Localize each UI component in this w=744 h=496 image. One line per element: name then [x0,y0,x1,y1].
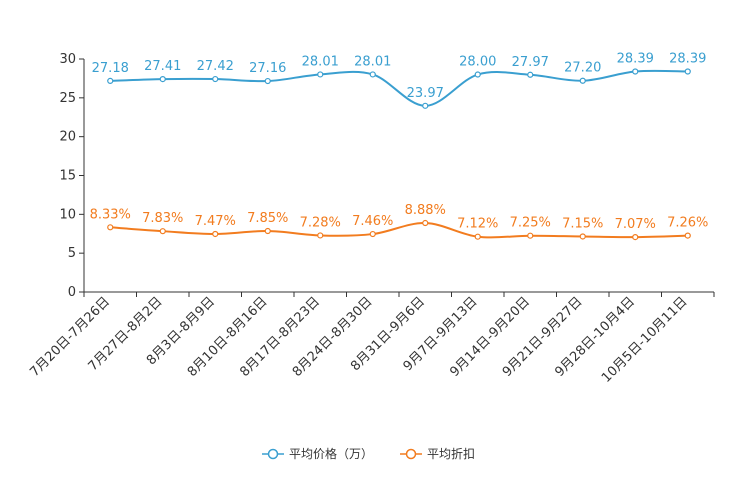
data-label: 7.47% [195,214,236,229]
data-point [159,228,166,235]
data-label: 7.07% [615,217,656,232]
data-point [317,71,324,78]
data-point [369,71,376,78]
data-point [369,230,376,238]
data-point [632,68,639,75]
data-point [474,71,481,78]
data-point [107,77,114,85]
series-line [110,222,688,239]
data-point [579,77,586,84]
y-tick-label: 20 [59,130,76,145]
y-tick-label: 25 [59,91,76,106]
data-point [107,224,114,231]
data-label: 7.26% [667,216,708,231]
legend-label: 平均折扣 [427,446,475,461]
data-label: 7.83% [142,211,183,226]
data-label: 27.16 [249,61,286,76]
data-label: 27.42 [197,59,234,74]
data-label: 7.85% [247,211,288,226]
data-point [527,71,534,78]
legend-item-2[interactable]: 平均折扣 [400,446,475,461]
data-label: 27.20 [564,61,601,76]
data-label: 28.00 [459,55,496,70]
data-label: 27.97 [512,55,549,70]
data-label: 23.97 [407,86,444,101]
data-point [474,233,481,240]
data-point [159,76,166,83]
legend-label: 平均价格（万） [289,446,373,461]
data-label: 7.12% [457,217,498,232]
data-label: 28.39 [669,52,706,67]
data-label: 27.41 [144,59,181,74]
data-label: 7.46% [352,214,393,229]
y-tick-label: 0 [68,285,76,300]
data-label: 7.28% [300,215,341,230]
legend-item-1[interactable]: 平均价格（万） [262,446,373,461]
legend: 平均价格（万） 平均折扣 [262,446,475,461]
legend-marker-icon [405,448,417,460]
data-point [264,77,271,85]
series-2: 8.33% 7.83% 7.47% 7.85% 7.28% 7.46% 8.88% 7.12%… [90,203,708,241]
data-point [684,68,691,75]
series-line [110,69,688,107]
y-tick-label: 10 [59,207,76,222]
data-point [422,219,429,227]
legend-marker-icon [267,448,279,460]
series-layer: 27.18 27.41 27.42 27.16 28.01 28.01 23.97 28.00… [90,52,708,241]
data-label: 28.01 [354,54,391,69]
data-label: 8.33% [90,207,131,222]
data-point [579,233,586,240]
y-tick-label: 30 [59,52,76,67]
data-label: 28.39 [617,52,654,67]
data-point [264,227,271,235]
data-point [212,75,219,83]
data-point [422,102,429,109]
data-label: 28.01 [302,54,339,69]
data-point [212,230,219,238]
data-point [527,232,534,239]
data-point [317,232,324,239]
series-1: 27.18 27.41 27.42 27.16 28.01 28.01 23.97 28.00… [92,52,706,109]
y-tick-label: 5 [68,246,76,261]
data-label: 8.88% [405,203,446,218]
data-point [684,232,691,239]
y-tick-label: 15 [59,169,76,184]
data-point [632,233,639,241]
data-label: 7.15% [562,216,603,231]
data-label: 7.25% [510,216,551,231]
data-label: 27.18 [92,61,129,76]
